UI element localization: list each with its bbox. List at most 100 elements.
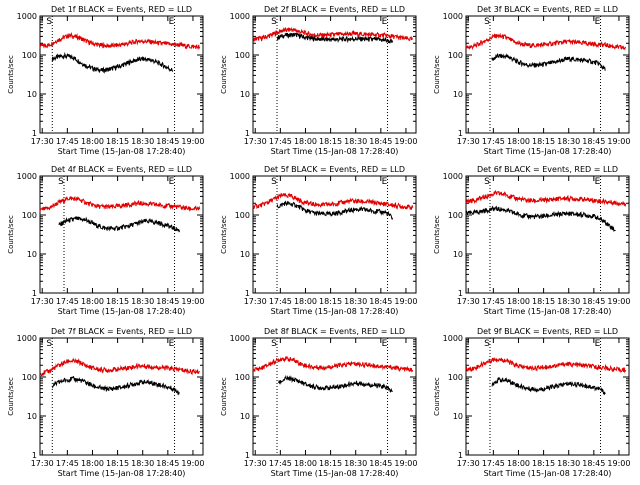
x-tick-label: 18:00 xyxy=(507,297,530,306)
x-tick-label: 18:15 xyxy=(106,297,129,306)
marker-label-s: S xyxy=(46,17,52,27)
x-tick-label: 17:30 xyxy=(457,297,480,306)
y-tick-label: 1 xyxy=(458,451,463,460)
marker-label-e: E xyxy=(595,177,601,187)
x-tick-label: 19:00 xyxy=(607,137,630,146)
series-lld-line xyxy=(39,195,201,212)
y-tick-label: 1000 xyxy=(443,12,463,21)
x-tick-label: 18:15 xyxy=(319,137,342,146)
x-tick-label: 19:00 xyxy=(394,297,417,306)
y-axis-label: Counts/sec xyxy=(433,55,441,94)
y-tick-label: 10 xyxy=(240,250,250,259)
x-tick-label: 18:00 xyxy=(294,137,317,146)
x-tick-label: 18:45 xyxy=(369,137,392,146)
series-lld-line xyxy=(465,356,627,374)
marker-label-s: S xyxy=(484,17,490,27)
x-tick-label: 17:30 xyxy=(457,459,480,468)
marker-label-s: S xyxy=(484,177,490,187)
y-tick-label: 10 xyxy=(453,250,463,259)
x-tick-label: 18:30 xyxy=(131,459,154,468)
x-tick-label: 18:30 xyxy=(557,297,580,306)
x-tick-label: 18:00 xyxy=(81,459,104,468)
x-tick-label: 18:15 xyxy=(106,459,129,468)
x-tick-label: 17:45 xyxy=(482,137,505,146)
y-tick-label: 1000 xyxy=(230,334,250,343)
y-tick-label: 100 xyxy=(448,373,463,382)
y-tick-label: 1 xyxy=(32,451,37,460)
marker-label-s: S xyxy=(271,339,277,349)
panel-title: Det 3f BLACK = Events, RED = LLD xyxy=(477,5,618,14)
y-tick-label: 1000 xyxy=(443,334,463,343)
x-tick-label: 17:30 xyxy=(244,137,267,146)
panel-title: Det 9f BLACK = Events, RED = LLD xyxy=(477,327,618,336)
x-tick-label: 18:30 xyxy=(557,137,580,146)
x-tick-label: 18:00 xyxy=(81,137,104,146)
series-events-line xyxy=(491,52,606,72)
panel-title: Det 5f BLACK = Events, RED = LLD xyxy=(264,165,405,174)
y-tick-label: 100 xyxy=(22,211,37,220)
series-lld-line xyxy=(252,356,414,373)
x-tick-label: 18:45 xyxy=(582,137,605,146)
marker-label-e: E xyxy=(382,177,388,187)
y-axis-label: Counts/sec xyxy=(220,55,228,94)
y-axis-label: Counts/sec xyxy=(7,55,15,94)
x-tick-label: 18:30 xyxy=(131,297,154,306)
plot-frame xyxy=(465,337,630,456)
y-tick-label: 100 xyxy=(235,211,250,220)
y-tick-label: 1000 xyxy=(17,334,37,343)
x-tick-label: 18:15 xyxy=(319,297,342,306)
y-tick-label: 100 xyxy=(22,373,37,382)
y-tick-label: 1 xyxy=(32,129,37,138)
x-tick-label: 17:30 xyxy=(31,137,54,146)
x-tick-label: 17:45 xyxy=(56,297,79,306)
marker-label-s: S xyxy=(46,339,52,349)
series-events-line xyxy=(51,51,174,74)
y-tick-label: 1000 xyxy=(17,12,37,21)
x-tick-label: 18:45 xyxy=(582,297,605,306)
marker-label-s: S xyxy=(271,177,277,187)
series-lld-line xyxy=(39,357,200,377)
series-lld-line xyxy=(465,32,627,51)
y-tick-label: 10 xyxy=(27,412,37,421)
x-axis-label: Start Time (15-Jan-08 17:28:40) xyxy=(58,307,186,316)
y-tick-label: 1000 xyxy=(17,172,37,181)
marker-label-e: E xyxy=(169,177,175,187)
x-tick-label: 17:45 xyxy=(269,137,292,146)
x-axis-label: Start Time (15-Jan-08 17:28:40) xyxy=(58,147,186,156)
x-tick-label: 18:45 xyxy=(156,459,179,468)
marker-label-e: E xyxy=(382,339,388,349)
x-tick-label: 18:45 xyxy=(156,137,179,146)
plot-frame xyxy=(39,15,204,134)
plot-frame xyxy=(465,15,630,134)
plot-frame xyxy=(39,337,204,456)
y-tick-label: 1 xyxy=(245,129,250,138)
y-tick-label: 1000 xyxy=(230,12,250,21)
panel-det-2: Det 2f BLACK = Events, RED = LLD 1 10 100 10… xyxy=(220,5,417,156)
series-events-line xyxy=(58,216,181,233)
y-axis-label: Counts/sec xyxy=(433,215,441,254)
x-axis-label: Start Time (15-Jan-08 17:28:40) xyxy=(271,307,399,316)
series-lld-line xyxy=(252,26,414,42)
x-axis-label: Start Time (15-Jan-08 17:28:40) xyxy=(484,307,612,316)
y-tick-label: 1 xyxy=(32,289,37,298)
x-tick-label: 18:45 xyxy=(582,459,605,468)
y-axis-label: Counts/sec xyxy=(433,377,441,416)
plot-frame xyxy=(252,175,417,294)
x-tick-label: 18:30 xyxy=(344,297,367,306)
y-tick-label: 10 xyxy=(453,90,463,99)
panel-title: Det 7f BLACK = Events, RED = LLD xyxy=(51,327,192,336)
marker-label-e: E xyxy=(169,339,175,349)
panel-title: Det 1f BLACK = Events, RED = LLD xyxy=(51,5,192,14)
x-axis-label: Start Time (15-Jan-08 17:28:40) xyxy=(484,147,612,156)
x-tick-label: 18:15 xyxy=(532,137,555,146)
x-tick-label: 18:30 xyxy=(344,459,367,468)
x-tick-label: 17:45 xyxy=(482,297,505,306)
x-tick-label: 17:45 xyxy=(482,459,505,468)
y-tick-label: 100 xyxy=(448,211,463,220)
x-axis-label: Start Time (15-Jan-08 17:28:40) xyxy=(271,147,399,156)
y-tick-label: 1 xyxy=(245,451,250,460)
panel-det-4: Det 4f BLACK = Events, RED = LLD 1 10 100 10… xyxy=(7,165,204,316)
y-tick-label: 1000 xyxy=(230,172,250,181)
marker-label-e: E xyxy=(169,17,175,27)
